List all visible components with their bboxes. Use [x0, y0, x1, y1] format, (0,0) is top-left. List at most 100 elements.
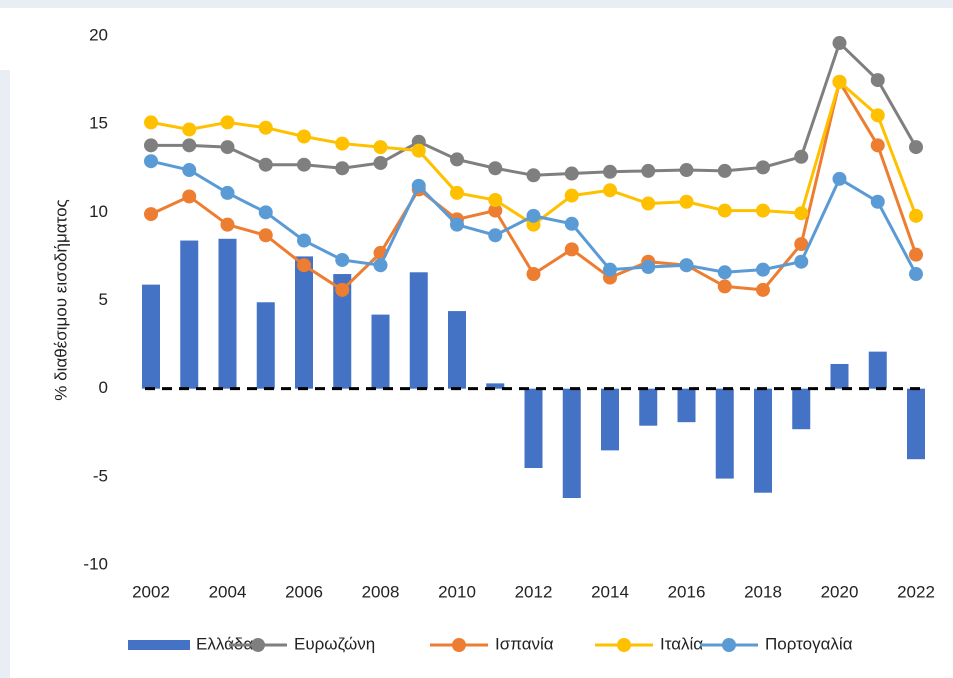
marker: [450, 185, 464, 200]
x-tick-label: 2018: [744, 582, 782, 601]
marker: [258, 120, 273, 135]
marker: [564, 216, 579, 231]
marker: [411, 178, 426, 193]
marker: [488, 228, 503, 243]
bar: [142, 284, 160, 389]
marker: [717, 203, 732, 218]
y-tick-label: 15: [89, 114, 108, 133]
marker: [335, 252, 350, 267]
bar: [218, 238, 237, 389]
legend-swatch: [128, 640, 190, 650]
x-tick-label: 2008: [362, 582, 400, 601]
marker: [450, 152, 464, 167]
bar: [333, 274, 352, 389]
marker: [603, 164, 617, 179]
legend-label: Ισπανία: [495, 634, 554, 653]
marker: [373, 155, 388, 170]
marker: [144, 115, 158, 130]
x-tick-label: 2002: [132, 582, 170, 601]
legend-label: Ευρωζώνη: [294, 634, 375, 653]
marker: [756, 262, 770, 277]
bar: [448, 311, 466, 389]
marker: [794, 254, 809, 269]
marker: [909, 208, 923, 223]
bar: [868, 351, 887, 389]
marker: [603, 183, 617, 198]
bar: [792, 388, 811, 430]
bar: [677, 388, 696, 423]
marker: [335, 161, 350, 176]
marker: [373, 140, 388, 155]
y-tick-label: -5: [93, 466, 108, 485]
legend-swatch: [617, 638, 631, 652]
marker: [220, 185, 235, 200]
legend-swatch: [722, 638, 736, 652]
y-axis-label: % διαθέσιμου εισοδήματος: [51, 199, 70, 400]
marker: [220, 115, 235, 130]
bar: [180, 240, 199, 389]
marker: [335, 282, 350, 297]
bar: [715, 388, 734, 479]
marker: [564, 188, 579, 203]
marker: [832, 171, 847, 186]
y-tick-label: 20: [89, 25, 108, 44]
marker: [411, 143, 426, 158]
marker: [526, 168, 541, 183]
marker: [297, 233, 311, 248]
x-tick-label: 2022: [897, 582, 935, 601]
y-tick-label: 0: [99, 378, 108, 397]
marker: [870, 194, 885, 209]
marker: [258, 205, 273, 220]
bar: [256, 302, 275, 389]
marker: [297, 129, 311, 144]
marker: [794, 237, 809, 252]
marker: [450, 217, 464, 232]
bar: [371, 314, 390, 389]
marker: [832, 36, 847, 51]
marker: [526, 267, 541, 282]
marker: [144, 138, 158, 153]
marker: [564, 166, 579, 181]
marker: [488, 161, 503, 176]
marker: [144, 154, 158, 169]
marker: [641, 259, 656, 274]
legend-label: Ιταλία: [660, 634, 703, 653]
bar: [562, 388, 581, 498]
marker: [488, 203, 503, 218]
marker: [182, 189, 197, 204]
bar: [907, 388, 925, 460]
marker: [182, 122, 197, 137]
marker: [870, 73, 885, 88]
marker: [641, 196, 656, 211]
marker: [144, 207, 158, 222]
x-tick-label: 2004: [209, 582, 247, 601]
x-tick-label: 2006: [285, 582, 323, 601]
y-tick-label: 10: [89, 202, 108, 221]
marker: [909, 267, 923, 282]
marker: [182, 138, 197, 153]
marker: [870, 108, 885, 123]
marker: [335, 136, 350, 151]
legend-label: Ελλάδα: [196, 634, 253, 653]
marker: [756, 203, 770, 218]
marker: [526, 208, 541, 223]
marker: [794, 149, 809, 164]
marker: [756, 282, 770, 297]
marker: [794, 206, 809, 221]
x-tick-label: 2012: [515, 582, 553, 601]
marker: [220, 140, 235, 155]
x-tick-label: 2014: [591, 582, 629, 601]
marker: [258, 157, 273, 172]
chart-area: [10, 8, 953, 678]
legend-label: Πορτογαλία: [765, 634, 853, 653]
bar: [486, 383, 505, 389]
bar: [639, 388, 658, 426]
marker: [832, 74, 847, 89]
legend-swatch: [452, 638, 466, 652]
marker: [220, 217, 235, 232]
chart-area-corner: [0, 8, 10, 70]
bar: [601, 388, 619, 451]
marker: [717, 163, 732, 178]
bar: [830, 363, 849, 389]
